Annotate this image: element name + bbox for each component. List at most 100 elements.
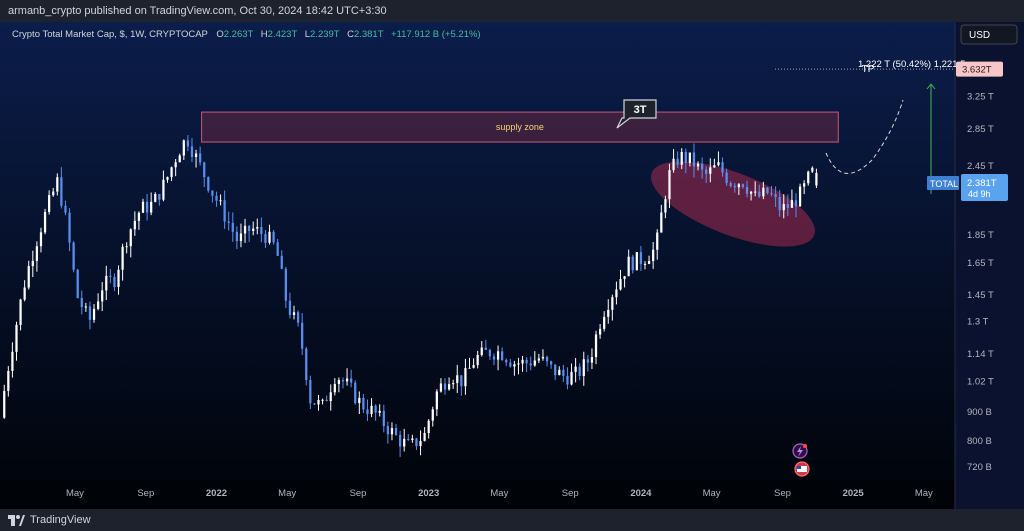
candle-body [207,177,210,191]
candle-body [762,187,765,197]
candle-body [337,380,341,385]
price-scale[interactable]: 4.25 T3.25 T2.85 T2.45 T2.15 T1.85 T1.65… [967,26,994,473]
time-scale[interactable]: May Sep 2022 May Sep 2023 May Sep 2024 May Sep 2025… [66,488,933,499]
candle-body [717,162,720,166]
y-tick-label: 1.3 T [967,317,989,328]
candle-body [615,289,618,298]
candle-body [141,201,145,213]
candle-body [309,380,312,404]
candle-body [745,187,749,194]
measure-label: 1.222 T (50.42%) 1,221,5 [858,59,965,70]
tp-label: TP [862,64,875,75]
candle-body [313,403,316,405]
candle-body [170,167,173,178]
candle-body [737,184,740,188]
candle-body [639,252,643,265]
candle-body [501,351,504,360]
x-tick-label: May [278,488,296,499]
candle-body [456,375,459,384]
candle-body [668,170,671,200]
countdown-text: 4d 9h [968,189,991,199]
candle-body [76,269,79,299]
candle-body [521,359,524,364]
event-icons[interactable] [792,443,810,477]
candle-body [129,229,132,247]
candle-body [782,203,785,211]
legend-o-value: 2.263T [224,29,254,40]
candle-body [684,151,687,163]
candle-body [398,434,402,447]
candle-body [235,231,238,242]
candle-body [464,368,467,387]
candle-body [407,438,410,441]
candle-body [631,256,634,271]
candle-body [231,222,234,232]
candle-body [35,246,39,261]
y-tick-label: 720 B [967,462,992,473]
candle-body [647,261,651,264]
candle-body [403,438,406,447]
candle-body [182,140,185,156]
candle-body [721,162,724,173]
footer-bar: TradingView [0,509,1024,531]
candle-body [288,300,292,315]
candle-body [623,276,626,280]
y-tick-label: 1.45 T [967,290,994,301]
candle-body [227,221,230,223]
candle-body [27,266,30,288]
candle-body [154,194,157,202]
candle-body [692,152,696,167]
chart-area[interactable]: supply zone TP 1.222 T (50.42%) 1,221,5 … [0,22,1024,509]
candle-body [709,167,712,174]
candle-body [701,163,704,170]
candle-body [786,203,789,208]
tradingview-logo[interactable]: TradingView [8,514,91,526]
symbol-tag: TOTAL [930,179,958,189]
x-tick-label: Sep [137,488,154,499]
candle-body [272,231,275,243]
candle-body [807,171,810,184]
currency-button[interactable]: USD [960,24,1018,45]
candle-body [215,195,218,201]
candle-body [125,246,128,248]
candle-body [574,366,577,372]
candle-body [162,179,165,200]
candle-body [15,324,18,352]
candle-body [268,231,271,243]
candle-body [635,252,638,271]
candle-body [774,194,777,198]
candle-body [578,366,581,376]
candle-body [725,172,728,184]
supply-zone-label: supply zone [496,122,544,132]
candle-body [460,375,463,387]
candle-body [252,228,255,231]
callout-group[interactable]: 3T [616,99,657,129]
y-tick-label: 900 B [967,407,992,418]
x-tick-label: 2025 [843,488,865,499]
supply-zone-rect[interactable] [201,111,839,143]
candle-body [505,359,508,363]
candle-body [296,312,300,323]
y-tick-label: 1.14 T [967,349,994,360]
candle-body [582,359,585,376]
candle-body [292,312,296,315]
callout-text: 3T [634,104,647,116]
candle-body [174,162,177,168]
candle-body [431,409,434,421]
candle-body [158,194,161,200]
callout-box[interactable] [616,99,657,129]
legend-o-label: O [216,29,223,40]
candle-body [443,383,447,390]
candle-body [525,359,528,364]
candle-body [529,363,532,366]
candle-body [652,249,655,262]
highlight-ellipse[interactable] [641,144,826,264]
candle-body [811,167,814,172]
candle-body [194,153,198,158]
legend: Crypto Total Market Cap, $, 1W, CRYPTOCA… [12,29,481,40]
candle-body [117,269,120,288]
candle-body [672,158,675,171]
candle-body [586,359,589,363]
chart-svg[interactable]: supply zone TP 1.222 T (50.42%) 1,221,5 … [0,22,1024,509]
